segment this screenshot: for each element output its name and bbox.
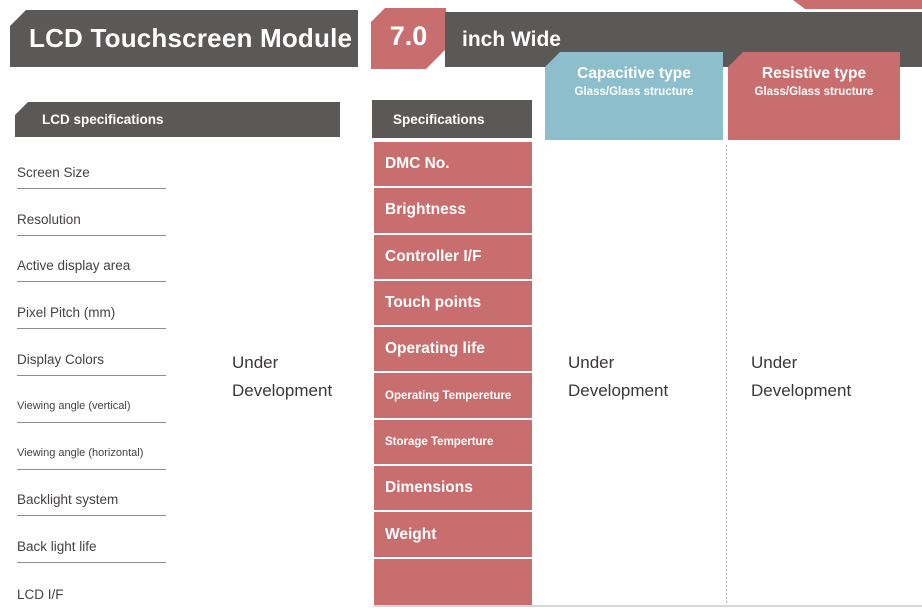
lcd-specifications-header-label: LCD specifications bbox=[42, 112, 164, 127]
screen-size-badge: 7.0 bbox=[371, 8, 446, 69]
touch-spec-row: Dimensions bbox=[374, 466, 532, 513]
lcd-spec-row-label: Screen Size bbox=[17, 164, 90, 180]
column-dotted-divider bbox=[726, 145, 727, 606]
resistive-type-header: Resistive type Glass/Glass structure bbox=[728, 52, 900, 140]
touch-spec-row: Operating Tempereture bbox=[374, 373, 532, 420]
row-underline bbox=[17, 421, 166, 423]
page-bottom-line bbox=[373, 605, 922, 607]
lcd-spec-row: Back light life bbox=[17, 516, 167, 564]
capacitive-type-title: Capacitive type bbox=[577, 65, 691, 82]
lcd-spec-list: Screen Size Resolution Active display ar… bbox=[17, 142, 167, 610]
lcd-spec-row: LCD I/F bbox=[17, 563, 167, 610]
specifications-header-label: Specifications bbox=[393, 111, 485, 127]
row-underline bbox=[17, 281, 166, 283]
specifications-header: Specifications bbox=[372, 100, 532, 138]
lcd-spec-row-label: Resolution bbox=[17, 211, 81, 227]
capacitive-type-subtitle: Glass/Glass structure bbox=[574, 86, 694, 98]
touch-spec-row: DMC No. bbox=[374, 142, 532, 189]
lcd-spec-row-label: Viewing angle (vertical) bbox=[17, 399, 131, 412]
row-underline bbox=[17, 468, 166, 470]
touch-spec-row-label: Operating Tempereture bbox=[385, 389, 512, 402]
touch-spec-row: Brightness bbox=[374, 188, 532, 235]
lcd-spec-row-label: Display Colors bbox=[17, 351, 105, 367]
row-underline bbox=[17, 562, 166, 564]
row-underline bbox=[17, 234, 166, 236]
touch-spec-row: Storage Temperture bbox=[374, 420, 532, 467]
screen-size-value: 7.0 bbox=[389, 21, 428, 51]
lcd-status-text: Under Development bbox=[232, 353, 333, 400]
lcd-spec-row: Viewing angle (vertical) bbox=[17, 376, 167, 423]
touch-spec-row: Controller I/F bbox=[374, 235, 532, 281]
corner-accent-strip bbox=[793, 0, 922, 9]
lcd-spec-row-label: Pixel Pitch (mm) bbox=[17, 305, 116, 321]
touch-spec-row-label: DMC No. bbox=[385, 155, 450, 173]
touch-spec-row-label: Operating life bbox=[385, 340, 485, 358]
size-unit-label: inch Wide bbox=[462, 27, 561, 51]
row-underline bbox=[17, 187, 166, 189]
lcd-spec-row: Viewing angle (horizontal) bbox=[17, 423, 167, 470]
lcd-specifications-header: LCD specifications bbox=[15, 102, 340, 137]
touch-spec-row-label: Weight bbox=[385, 525, 437, 543]
lcd-spec-row: Screen Size bbox=[17, 142, 167, 189]
touch-spec-list: DMC No. Brightness Controller I/F Touch … bbox=[374, 142, 532, 605]
touch-spec-row: Touch points bbox=[374, 281, 532, 328]
lcd-spec-row-label: Backlight system bbox=[17, 492, 119, 508]
row-underline bbox=[17, 515, 166, 517]
lcd-spec-row: Display Colors bbox=[17, 329, 167, 376]
touch-spec-row-label: Brightness bbox=[385, 201, 466, 219]
touch-spec-row-label: Touch points bbox=[385, 294, 482, 312]
capacitive-type-header: Capacitive type Glass/Glass structure bbox=[545, 52, 723, 140]
resistive-type-subtitle: Glass/Glass structure bbox=[754, 86, 874, 98]
touch-spec-row: Weight bbox=[374, 512, 532, 559]
touch-spec-row-label: Controller I/F bbox=[385, 247, 482, 265]
touch-spec-row-label: Storage Temperture bbox=[385, 435, 494, 448]
lcd-spec-row-label: Back light life bbox=[17, 539, 97, 555]
lcd-spec-row-label: LCD I/F bbox=[17, 586, 64, 602]
lcd-spec-row: Resolution bbox=[17, 189, 167, 236]
page-title: LCD Touchscreen Module bbox=[29, 23, 353, 53]
lcd-spec-row-label: Viewing angle (horizontal) bbox=[17, 446, 144, 459]
lcd-spec-row-label: Active display area bbox=[17, 258, 131, 274]
resistive-type-title: Resistive type bbox=[761, 65, 867, 82]
row-underline bbox=[17, 374, 166, 376]
lcd-spec-row: Active display area bbox=[17, 236, 167, 283]
capacitive-status-text: Under Development bbox=[568, 353, 669, 400]
lcd-spec-row: Backlight system bbox=[17, 470, 167, 517]
page-title-box: LCD Touchscreen Module bbox=[10, 10, 358, 67]
touch-spec-row-label: Dimensions bbox=[385, 479, 473, 497]
row-underline bbox=[17, 328, 166, 330]
touch-spec-row: Operating life bbox=[374, 327, 532, 374]
resistive-status-text: Under Development bbox=[751, 353, 852, 400]
lcd-spec-row: Pixel Pitch (mm) bbox=[17, 282, 167, 330]
